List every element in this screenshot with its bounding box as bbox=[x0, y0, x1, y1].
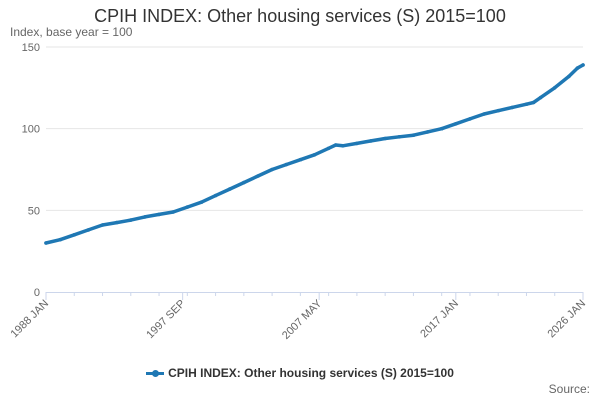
data-point bbox=[44, 241, 48, 245]
data-point bbox=[213, 193, 218, 198]
data-point bbox=[383, 136, 388, 141]
data-point bbox=[411, 133, 416, 137]
data-point bbox=[100, 223, 105, 227]
data-point bbox=[86, 228, 91, 232]
source-label: Source: bbox=[548, 382, 590, 396]
legend-marker bbox=[146, 370, 165, 378]
data-point bbox=[143, 215, 147, 219]
data-point bbox=[157, 212, 161, 217]
y-tick-label: 150 bbox=[22, 42, 40, 54]
x-tick-label: 2007 MAY bbox=[280, 297, 325, 342]
y-axis-label: Index, base year = 100 bbox=[10, 25, 133, 39]
y-tick-label: 0 bbox=[34, 287, 40, 299]
data-point bbox=[333, 143, 338, 147]
data-point bbox=[482, 112, 486, 116]
data-point bbox=[270, 167, 274, 172]
x-tick-label: 2026 JAN bbox=[545, 298, 588, 341]
data-point bbox=[256, 174, 260, 178]
data-point bbox=[284, 162, 289, 167]
data-point bbox=[397, 135, 402, 139]
chart-title: CPIH INDEX: Other housing services (S) 2… bbox=[94, 6, 506, 26]
data-point bbox=[496, 108, 501, 113]
y-axis-ticks: 0 50 100 150 bbox=[22, 42, 40, 299]
data-point bbox=[552, 86, 557, 90]
data-point bbox=[575, 66, 580, 70]
series-layer bbox=[44, 63, 585, 245]
x-tick-label: 1997 SEP bbox=[144, 298, 188, 342]
x-tick-label: 2017 JAN bbox=[418, 298, 461, 341]
data-point bbox=[581, 63, 585, 67]
data-point bbox=[510, 105, 515, 110]
y-tick-label: 50 bbox=[28, 205, 40, 217]
x-tick-label: 1988 JAN bbox=[8, 298, 51, 341]
legend-label: CPIH INDEX: Other housing services (S) 2… bbox=[168, 366, 454, 380]
data-point bbox=[425, 130, 430, 134]
data-point bbox=[341, 144, 345, 148]
data-point bbox=[185, 205, 190, 209]
data-point bbox=[72, 233, 77, 237]
data-point bbox=[355, 141, 359, 146]
legend-item[interactable]: CPIH INDEX: Other housing services (S) 2… bbox=[0, 366, 600, 380]
data-point bbox=[242, 180, 246, 185]
data-point bbox=[439, 126, 444, 131]
data-point bbox=[171, 210, 175, 214]
data-point bbox=[524, 102, 529, 106]
data-point bbox=[531, 100, 536, 105]
data-point bbox=[114, 220, 119, 225]
data-point bbox=[567, 74, 571, 79]
x-axis-ticks: 1988 JAN 1997 SEP 2007 MAY 2017 JAN 2026 JAN bbox=[8, 292, 588, 342]
data-point bbox=[58, 237, 62, 242]
data-point bbox=[454, 122, 458, 126]
data-point bbox=[129, 218, 133, 222]
data-point bbox=[468, 117, 472, 121]
data-point bbox=[538, 95, 543, 100]
data-point bbox=[199, 200, 204, 204]
grid-lines bbox=[46, 46, 583, 211]
data-point bbox=[227, 187, 232, 191]
data-point bbox=[326, 146, 331, 151]
data-point bbox=[298, 157, 303, 162]
data-point bbox=[369, 139, 373, 143]
series-line bbox=[44, 63, 585, 245]
y-tick-label: 100 bbox=[22, 124, 40, 136]
data-point bbox=[312, 153, 317, 157]
